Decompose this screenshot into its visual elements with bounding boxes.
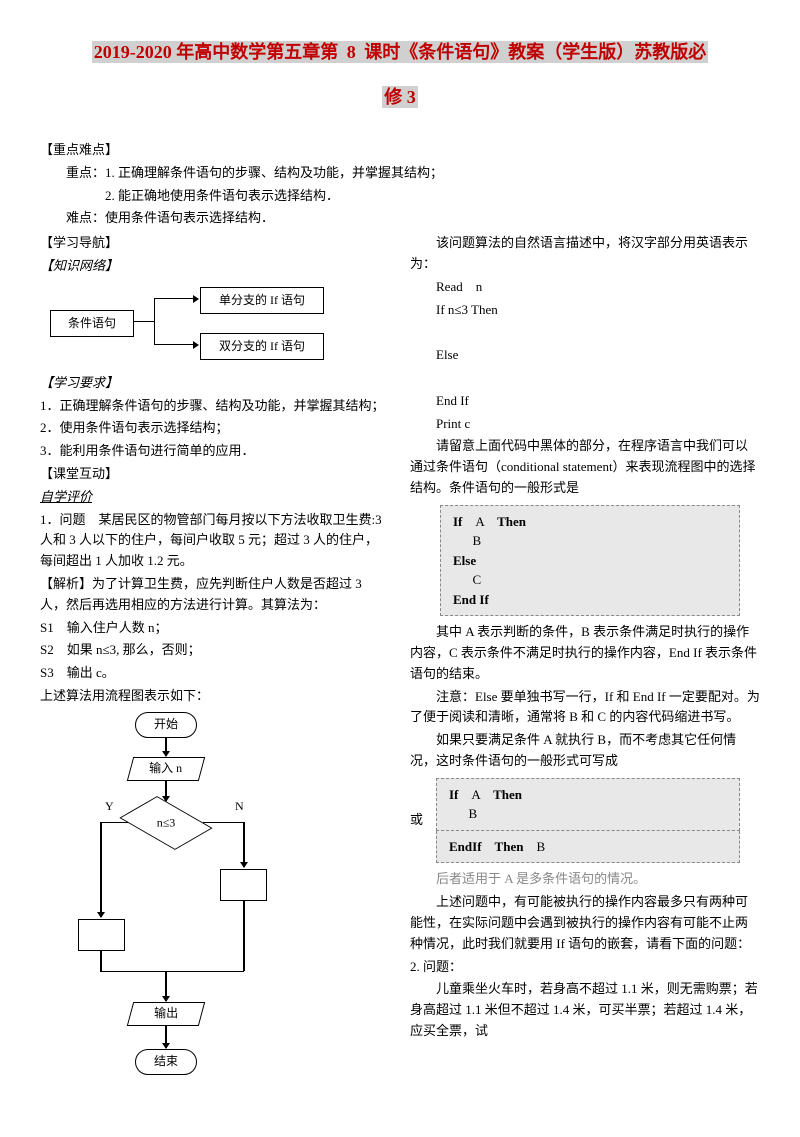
r-p8: 儿童乘坐火车时，若身高不超过 1.1 米，则无需购票；若身高超过 1.1 米但不…	[410, 979, 760, 1041]
right-column: 该问题算法的自然语言描述中，将汉字部分用英语表示为： Read n If n≤3…	[410, 231, 760, 1107]
req-2: 2．使用条件语句表示选择结构；	[40, 418, 390, 439]
fc-end: 结束	[135, 1049, 197, 1075]
heading-interaction: 【课堂互动】	[40, 464, 390, 485]
title-part4: 修 3	[382, 86, 418, 108]
left-column: 【学习导航】 【知识网络】 条件语句 单分支的 If 语句 双分支的 If 语句…	[40, 231, 390, 1107]
heading-guide: 【学习导航】	[40, 233, 390, 254]
key-point-1: 重点：1. 正确理解条件语句的步骤、结构及功能，并掌握其结构；	[40, 163, 760, 184]
diagram-main-box: 条件语句	[50, 310, 134, 337]
code-box-3: EndIf Then B	[436, 831, 740, 864]
code-box-2: If A Then B	[436, 778, 740, 831]
diagram-top-box: 单分支的 If 语句	[200, 287, 324, 314]
concept-diagram: 条件语句 单分支的 If 语句 双分支的 If 语句	[40, 285, 390, 365]
r-p7: 上述问题中，有可能被执行的操作内容最多只有两种可能性，在实际问题中会遇到被执行的…	[410, 892, 760, 954]
code-line-5: Print c	[410, 414, 760, 435]
heading-network: 【知识网络】	[40, 256, 390, 277]
code-box-1: If A Then B Else C End If	[440, 505, 740, 617]
title-part1: 2019-2020 年高中数学第五章第	[92, 41, 345, 63]
title-part3: 课时《条件语句》教案（学生版）苏教版必	[362, 41, 708, 63]
r-p6: 后者适用于 A 是多条件语句的情况。	[410, 869, 760, 890]
fc-box-left	[78, 919, 125, 951]
or-label: 或	[410, 810, 430, 831]
fc-yes-label: Y	[105, 797, 114, 816]
flowchart: 开始 输入 n n≤3 Y N 输出 结束	[60, 712, 310, 1102]
fc-output: 输出	[127, 1002, 205, 1026]
question-2: 2. 问题：	[410, 957, 760, 978]
analysis: 【解析】为了计算卫生费，应先判断住户人数是否超过 3 人，然后再选用相应的方法进…	[40, 574, 390, 616]
code-line-2: If n≤3 Then	[410, 300, 760, 321]
title-part2: 8	[345, 41, 363, 63]
code-line-1: Read n	[410, 277, 760, 298]
difficulty: 难点：使用条件语句表示选择结构．	[40, 208, 760, 229]
fc-condition: n≤3	[157, 813, 176, 832]
question-1: 1．问题 某居民区的物管部门每月按以下方法收取卫生费:3 人和 3 人以下的住户…	[40, 510, 390, 572]
r-p3: 其中 A 表示判断的条件，B 表示条件满足时执行的操作内容，C 表示条件不满足时…	[410, 622, 760, 684]
step-1: S1 输入住户人数 n；	[40, 618, 390, 639]
key-point-2: 2. 能正确地使用条件语句表示选择结构．	[40, 186, 760, 207]
code-line-3: Else	[410, 345, 760, 366]
code-line-4: End If	[410, 391, 760, 412]
diagram-bot-box: 双分支的 If 语句	[200, 333, 324, 360]
fc-start: 开始	[135, 712, 197, 738]
fc-box-right	[220, 869, 267, 901]
fc-no-label: N	[235, 797, 244, 816]
r-p2: 请留意上面代码中黑体的部分，在程序语言中我们可以通过条件语句（condition…	[410, 436, 760, 498]
heading-key-points: 【重点难点】	[40, 140, 760, 161]
flowchart-intro: 上述算法用流程图表示如下：	[40, 686, 390, 707]
fc-input: 输入 n	[127, 757, 205, 781]
heading-requirements: 【学习要求】	[40, 373, 390, 394]
heading-self-eval: 自学评价	[40, 487, 390, 508]
req-3: 3．能利用条件语句进行简单的应用．	[40, 441, 390, 462]
step-2: S2 如果 n≤3, 那么，否则；	[40, 640, 390, 661]
r-p4: 注意：Else 要单独书写一行，If 和 End If 一定要配对。为了便于阅读…	[410, 687, 760, 729]
document-title: 2019-2020 年高中数学第五章第 8 课时《条件语句》教案（学生版）苏教版…	[40, 30, 760, 120]
r-p1: 该问题算法的自然语言描述中，将汉字部分用英语表示为：	[410, 233, 760, 275]
step-3: S3 输出 c。	[40, 663, 390, 684]
req-1: 1．正确理解条件语句的步骤、结构及功能，并掌握其结构；	[40, 396, 390, 417]
r-p5: 如果只要满足条件 A 就执行 B，而不考虑其它任何情况，这时条件语句的一般形式可…	[410, 730, 760, 772]
